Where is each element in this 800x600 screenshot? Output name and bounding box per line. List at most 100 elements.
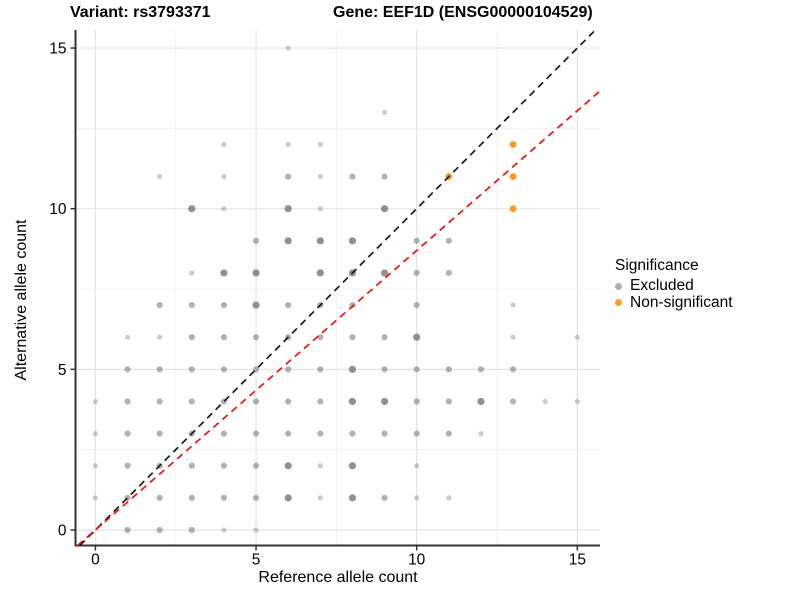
- data-point-excluded: [188, 366, 195, 373]
- data-point-excluded: [285, 45, 291, 51]
- y-tick-label: 10: [49, 201, 67, 218]
- data-point-excluded: [156, 430, 163, 437]
- data-point-excluded: [124, 366, 131, 373]
- data-point-excluded: [380, 205, 389, 213]
- data-point-excluded: [221, 173, 227, 180]
- data-point-excluded: [413, 398, 420, 405]
- data-point-excluded: [414, 495, 420, 501]
- data-point-excluded: [188, 462, 195, 469]
- data-point-excluded: [92, 495, 98, 501]
- data-point-excluded: [316, 237, 324, 245]
- data-point-excluded: [317, 366, 324, 373]
- data-point-excluded: [317, 141, 323, 148]
- data-point-excluded: [380, 397, 389, 406]
- data-point-excluded: [445, 430, 452, 437]
- data-point-excluded: [285, 141, 291, 148]
- data-point-excluded: [92, 463, 98, 469]
- data-point-excluded: [252, 301, 260, 309]
- x-tick-label: 15: [569, 552, 586, 569]
- data-point-excluded: [380, 269, 389, 277]
- data-point-excluded: [188, 494, 195, 501]
- data-point-excluded: [445, 237, 452, 244]
- y-tick-label: 15: [49, 41, 66, 58]
- data-point-excluded: [220, 334, 228, 341]
- y-axis-title: Alternative allele count: [13, 219, 30, 381]
- data-point-excluded: [252, 334, 260, 341]
- data-point-excluded: [221, 206, 227, 212]
- identity-line: [79, 29, 597, 547]
- data-point-excluded: [221, 527, 227, 533]
- data-point-excluded: [220, 430, 228, 437]
- data-point-excluded: [156, 366, 163, 373]
- data-point-excluded: [220, 269, 228, 277]
- x-axis-title: Reference allele count: [258, 569, 418, 586]
- data-point-excluded: [381, 173, 388, 180]
- data-point-excluded: [284, 205, 292, 213]
- data-point-excluded: [542, 398, 548, 405]
- data-point-excluded: [92, 398, 98, 405]
- legend-label-non-significant: Non-significant: [630, 293, 733, 311]
- data-point-excluded: [157, 173, 163, 180]
- legend-item-excluded: Excluded: [615, 277, 733, 295]
- data-point-excluded: [252, 430, 260, 437]
- plot-title-variant: Variant: rs3793371: [70, 4, 211, 21]
- data-point-excluded: [574, 398, 580, 405]
- data-point-excluded: [510, 334, 516, 340]
- data-point-excluded: [381, 334, 388, 341]
- data-point-excluded: [188, 398, 195, 405]
- data-point-excluded: [317, 495, 323, 501]
- non-significant-swatch-icon: [615, 299, 622, 307]
- data-point-excluded: [188, 301, 195, 309]
- legend-title: Significance: [615, 257, 699, 274]
- excluded-swatch-icon: [615, 282, 622, 290]
- data-point-excluded: [188, 205, 196, 213]
- legend: Significance Excluded Non-significant: [615, 257, 733, 311]
- data-point-excluded: [156, 526, 163, 534]
- legend-item-non-significant: Non-significant: [615, 293, 733, 312]
- data-point-excluded: [188, 526, 195, 534]
- data-point-excluded: [509, 398, 517, 405]
- data-point-excluded: [348, 365, 357, 373]
- data-point-excluded: [252, 462, 260, 469]
- data-point-excluded: [285, 366, 292, 373]
- data-point-excluded: [252, 269, 260, 277]
- data-point-excluded: [477, 397, 485, 406]
- x-tick-label: 0: [91, 552, 100, 569]
- data-point-excluded: [189, 270, 195, 276]
- data-point-excluded: [316, 269, 324, 277]
- data-point-excluded: [124, 430, 131, 437]
- data-point-excluded: [317, 173, 323, 180]
- data-point-excluded: [252, 398, 260, 405]
- data-point-excluded: [284, 494, 292, 502]
- data-point-excluded: [348, 237, 357, 245]
- data-point-excluded: [348, 462, 357, 470]
- data-point-excluded: [510, 302, 516, 308]
- data-point-excluded: [252, 237, 260, 244]
- x-tick-label: 10: [408, 552, 426, 569]
- data-point-excluded: [285, 430, 292, 437]
- data-point-excluded: [478, 431, 484, 437]
- data-point-excluded: [477, 366, 485, 373]
- data-point-excluded: [381, 494, 388, 501]
- data-point-excluded: [253, 527, 259, 533]
- data-point-excluded: [220, 301, 228, 309]
- data-point-non-significant: [509, 205, 517, 213]
- data-point-excluded: [348, 397, 357, 406]
- data-point-excluded: [317, 463, 323, 469]
- data-point-excluded: [252, 494, 260, 501]
- data-point-excluded: [445, 398, 452, 405]
- data-point-excluded: [509, 366, 517, 373]
- data-point-excluded: [414, 463, 420, 469]
- data-point-excluded: [349, 173, 356, 180]
- x-tick-label: 5: [252, 552, 261, 569]
- data-point-excluded: [157, 334, 163, 340]
- data-point-excluded: [349, 334, 356, 341]
- data-point-excluded: [445, 366, 452, 373]
- data-point-excluded: [446, 495, 452, 501]
- data-point-excluded: [381, 109, 388, 115]
- data-point-excluded: [284, 462, 292, 470]
- data-point-excluded: [92, 431, 98, 437]
- data-point-excluded: [574, 334, 580, 340]
